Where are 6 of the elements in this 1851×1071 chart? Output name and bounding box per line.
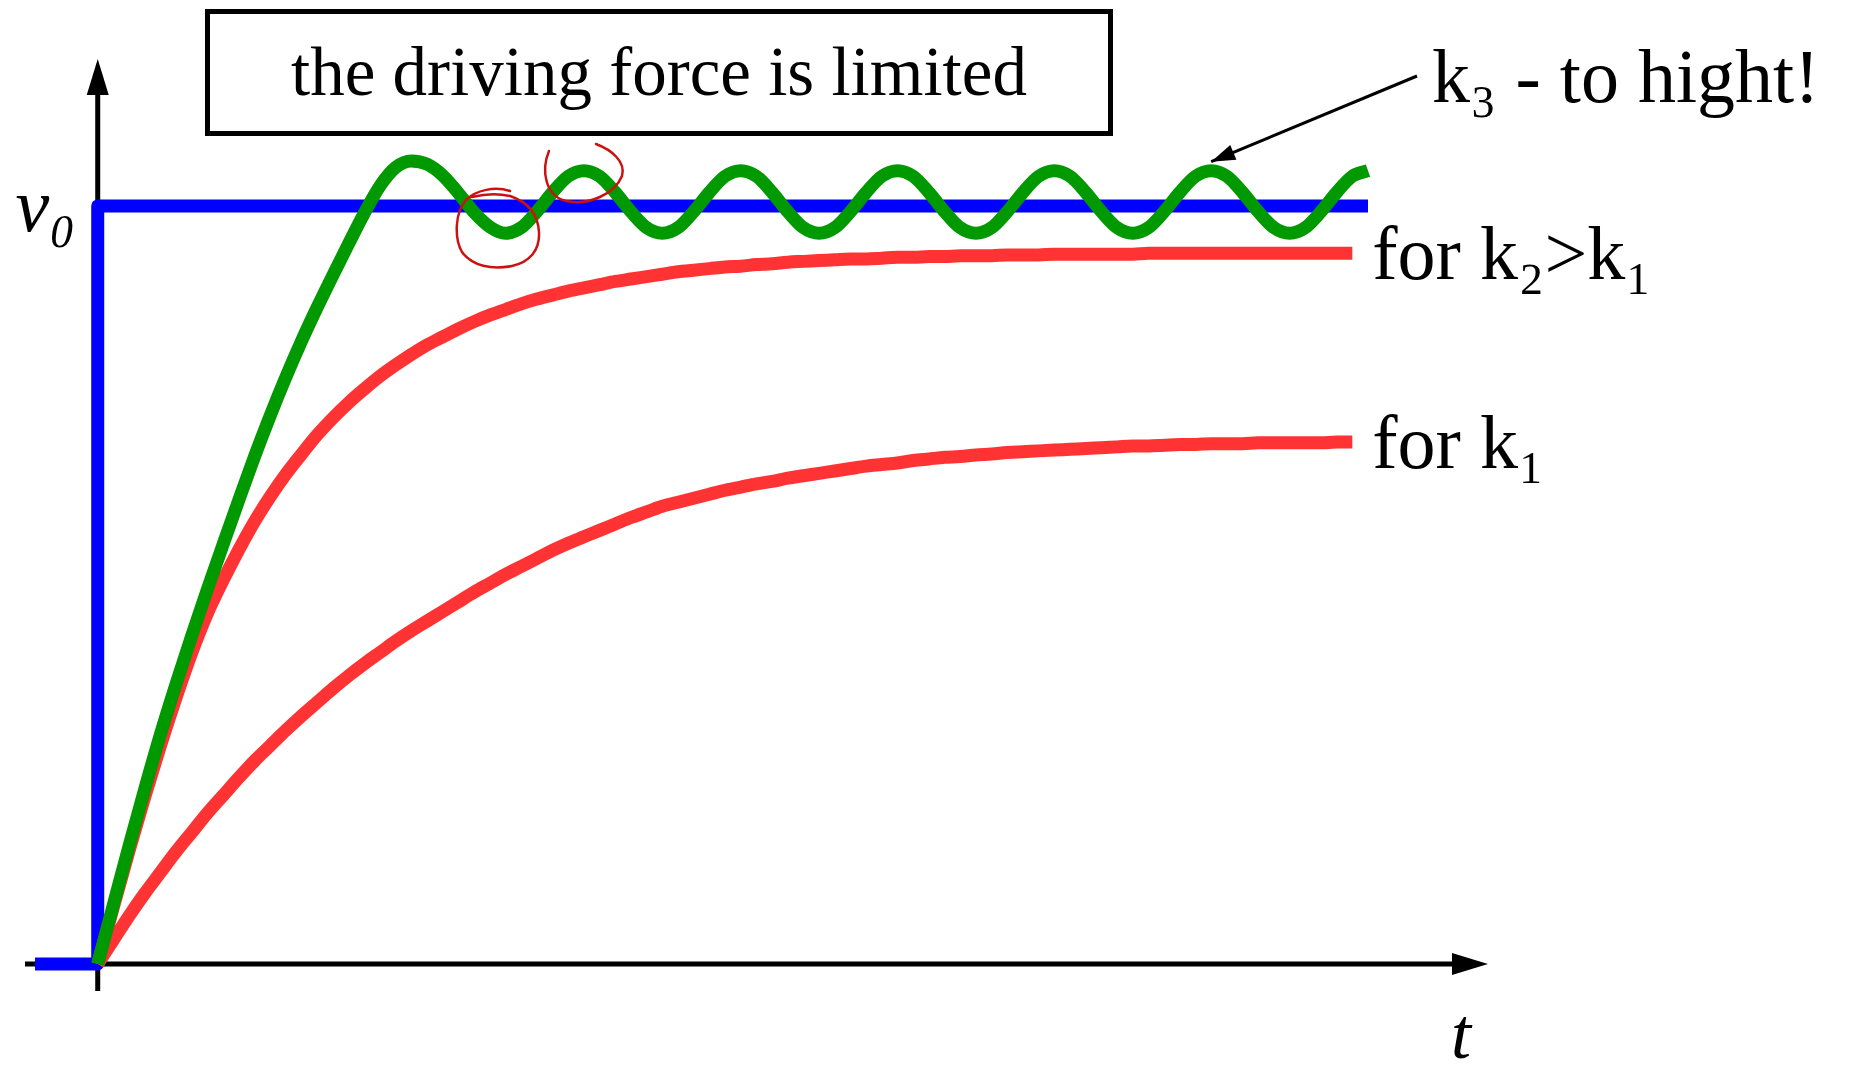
series-label: k₃ - to hight! <box>1432 32 1820 120</box>
x-axis-title: t <box>1450 994 1472 1071</box>
chart-title: the driving force is limited <box>205 9 1113 136</box>
series-label: for k₁ <box>1372 398 1545 486</box>
series-label: v₀ <box>15 162 76 250</box>
series-label: for k₂>k₁ <box>1372 209 1652 297</box>
